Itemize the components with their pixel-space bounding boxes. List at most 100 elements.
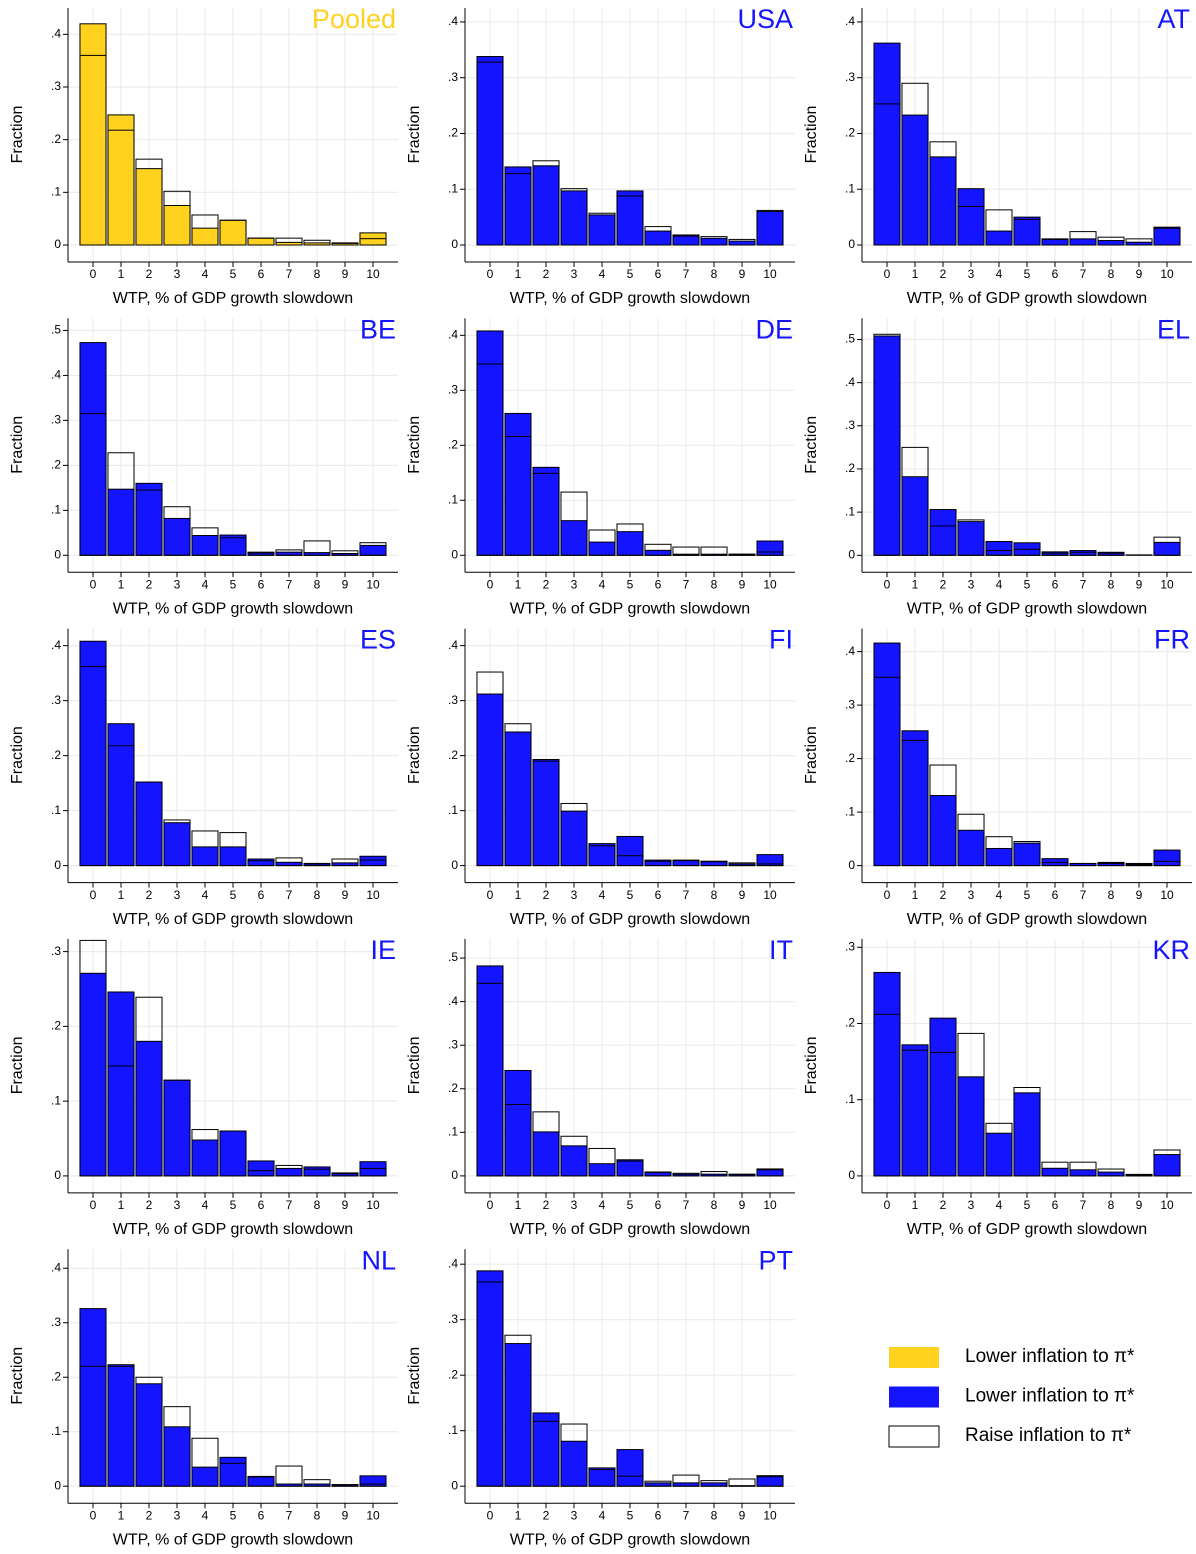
bar xyxy=(929,1017,957,1177)
bar-outline xyxy=(107,452,135,556)
bar xyxy=(191,846,219,867)
bar-outline xyxy=(644,860,672,867)
x-tick-label: 9 xyxy=(342,1508,349,1522)
x-axis-title: WTP, % of GDP growth slowdown xyxy=(113,1221,353,1238)
y-tick-label: .2 xyxy=(448,1367,458,1381)
y-tick-label: .4 xyxy=(845,375,855,389)
x-tick-label: 0 xyxy=(884,1198,891,1212)
bar-outline xyxy=(79,666,107,867)
y-tick-label: .3 xyxy=(845,70,855,84)
bar-outline xyxy=(275,1465,303,1487)
panel: 0 .1 .2 .3 .4 0 1 2 3 4 5 6 7 8 9 10 PT Fraction WTP, % of… xyxy=(406,1245,795,1548)
x-tick-label: 9 xyxy=(1136,888,1143,902)
bar-outline xyxy=(929,1051,957,1177)
bar xyxy=(929,509,957,556)
bar xyxy=(247,858,275,867)
x-tick-label: 0 xyxy=(487,1508,494,1522)
bar-outline xyxy=(303,1479,331,1487)
bar xyxy=(219,846,247,867)
y-tick-label: .3 xyxy=(448,693,458,707)
x-tick-label: 5 xyxy=(627,577,634,591)
bar xyxy=(756,540,784,556)
bar xyxy=(532,758,560,867)
x-tick-label: 1 xyxy=(912,888,919,902)
bar-outline xyxy=(191,1437,219,1487)
x-tick-label: 7 xyxy=(683,888,690,902)
x-tick-label: 4 xyxy=(202,1508,209,1522)
y-tick-label: .4 xyxy=(448,328,458,342)
bar-outline xyxy=(644,1171,672,1177)
bar xyxy=(359,1475,387,1487)
bar-outline xyxy=(331,242,359,246)
bar xyxy=(79,972,107,1177)
x-tick-label: 10 xyxy=(763,1508,777,1522)
x-tick-label: 7 xyxy=(683,267,690,281)
bar-outline xyxy=(700,861,728,867)
x-tick-label: 0 xyxy=(90,267,97,281)
bar-outline xyxy=(929,764,957,867)
bar-outline xyxy=(532,1420,560,1487)
bar-outline xyxy=(1153,536,1181,556)
x-tick-label: 6 xyxy=(1052,577,1059,591)
x-tick-label: 5 xyxy=(1024,1198,1031,1212)
y-tick-label: .4 xyxy=(845,14,855,28)
x-tick-label: 6 xyxy=(258,267,265,281)
bar-outline xyxy=(985,1122,1013,1177)
bar-outline xyxy=(985,209,1013,246)
bar-outline xyxy=(756,1476,784,1487)
y-tick-label: .1 xyxy=(448,1125,458,1139)
bar xyxy=(957,188,985,246)
bar-outline xyxy=(359,238,387,246)
x-tick-label: 1 xyxy=(912,1198,919,1212)
bar xyxy=(929,156,957,246)
y-tick-label: .3 xyxy=(845,939,855,953)
y-tick-label: .1 xyxy=(448,1423,458,1437)
bar-outline xyxy=(756,1169,784,1177)
bar-outline xyxy=(985,836,1013,867)
x-tick-label: 5 xyxy=(230,267,237,281)
bar xyxy=(616,835,644,867)
x-tick-label: 4 xyxy=(996,267,1003,281)
bar xyxy=(504,166,532,246)
bar xyxy=(191,1466,219,1487)
bar xyxy=(219,1456,247,1487)
y-tick-label: .3 xyxy=(51,944,61,958)
panel: 0 .1 .2 .3 .4 0 1 2 3 4 5 6 7 8 9 10 NL Fraction WTP, % of… xyxy=(9,1245,398,1548)
x-tick-label: 8 xyxy=(314,1508,321,1522)
bar-outline xyxy=(135,1376,163,1487)
bar-outline xyxy=(247,860,275,867)
bar-outline xyxy=(331,1485,359,1487)
x-tick-label: 2 xyxy=(940,577,947,591)
bar-outline xyxy=(756,863,784,867)
x-tick-label: 7 xyxy=(1080,1198,1087,1212)
bar-outline xyxy=(219,1130,247,1177)
bar-outline xyxy=(1125,1174,1153,1177)
bar xyxy=(985,540,1013,556)
panel-title: EL xyxy=(1157,314,1190,344)
bar-outline xyxy=(1069,231,1097,246)
bar-outline xyxy=(957,1032,985,1177)
bar-outline xyxy=(1069,862,1097,867)
bar xyxy=(1013,842,1041,867)
y-axis-title: Fraction xyxy=(803,726,820,784)
bar xyxy=(588,214,616,246)
x-tick-label: 3 xyxy=(968,888,975,902)
bar-outline xyxy=(331,1173,359,1177)
bar-outline xyxy=(616,1160,644,1177)
y-tick-label: .1 xyxy=(51,185,61,199)
bar xyxy=(504,412,532,556)
x-tick-label: 9 xyxy=(1136,577,1143,591)
bar xyxy=(191,535,219,556)
y-tick-label: .3 xyxy=(845,697,855,711)
bar-outline xyxy=(191,214,219,246)
x-tick-label: 8 xyxy=(1108,888,1115,902)
bar-outline xyxy=(1041,552,1069,556)
y-tick-label: .4 xyxy=(51,638,61,652)
x-axis-title: WTP, % of GDP growth slowdown xyxy=(510,911,750,928)
x-tick-label: 6 xyxy=(655,577,662,591)
bar-outline xyxy=(616,523,644,556)
x-tick-label: 4 xyxy=(202,267,209,281)
x-tick-label: 6 xyxy=(655,888,662,902)
bar-outline xyxy=(700,546,728,556)
y-tick-label: .2 xyxy=(448,126,458,140)
